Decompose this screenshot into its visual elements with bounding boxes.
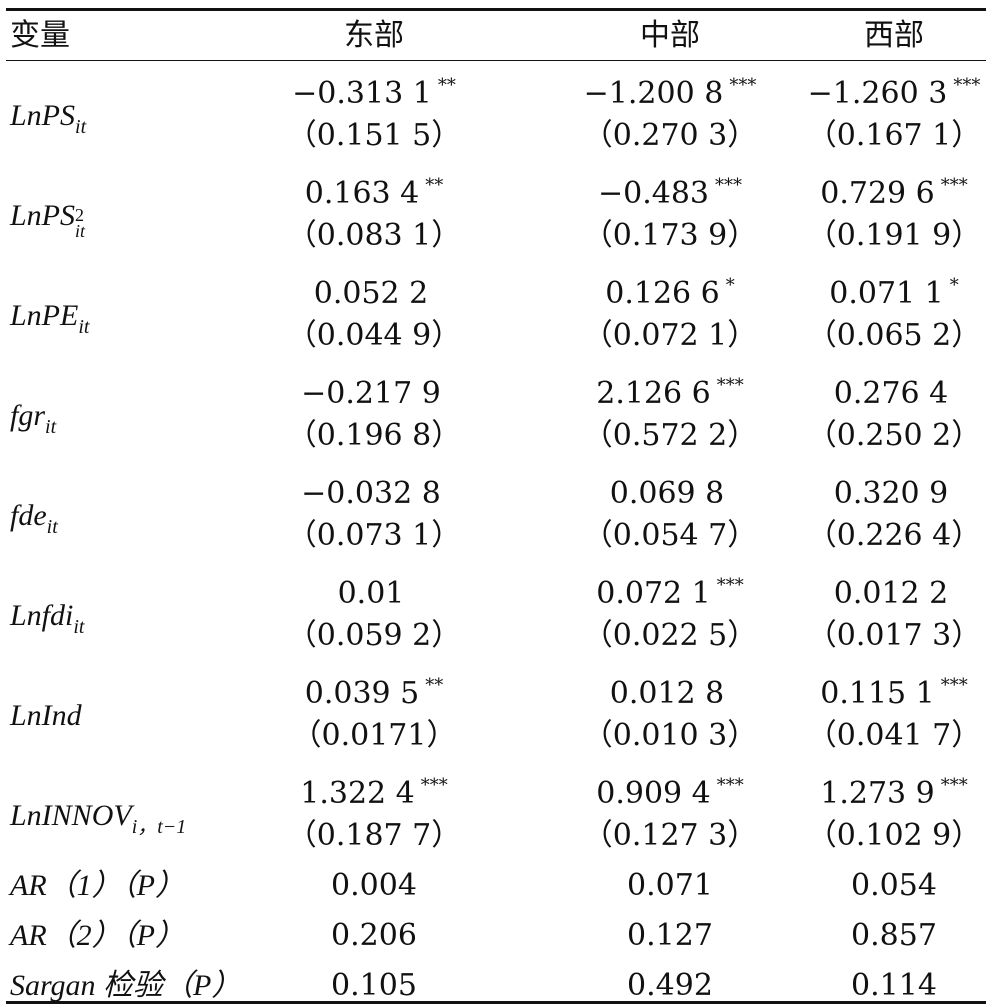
coefficient-cell: −0.217 9 bbox=[301, 376, 441, 411]
test-value-cell: 0.114 bbox=[851, 968, 937, 1003]
coefficient-cell: 0.012 2 bbox=[833, 576, 949, 611]
standard-error-cell: （0.191 9） bbox=[806, 218, 982, 253]
standard-error-cell: （0.044 9） bbox=[286, 318, 462, 353]
test-value-cell: 0.206 bbox=[331, 918, 417, 953]
standard-error-cell: （0.196 8） bbox=[286, 418, 462, 453]
standard-error-cell: （0.041 7） bbox=[806, 718, 982, 753]
standard-error-cell: （0.0171） bbox=[291, 718, 457, 753]
significance-stars: * bbox=[725, 275, 735, 296]
significance-stars: ** bbox=[437, 75, 456, 96]
coefficient-cell: 0.320 9 bbox=[833, 476, 949, 511]
coefficient-cell: 0.729 6 *** bbox=[820, 175, 968, 211]
variable-name: fgrit bbox=[10, 399, 57, 438]
coefficient-cell: −0.313 1 ** bbox=[292, 75, 456, 111]
variable-name: LnPS 2 it bbox=[10, 199, 86, 241]
variable-name: fdeit bbox=[10, 499, 58, 538]
header-west: 西部 bbox=[864, 18, 924, 53]
test-value-cell: 0.127 bbox=[627, 918, 713, 953]
significance-stars: *** bbox=[729, 75, 757, 96]
standard-error-cell: （0.102 9） bbox=[806, 818, 982, 853]
header-rule bbox=[6, 60, 986, 61]
variable-name: LnInd bbox=[10, 699, 82, 732]
coefficient-cell: 0.276 4 bbox=[833, 376, 949, 411]
standard-error-cell: （0.167 1） bbox=[806, 118, 982, 153]
significance-stars: *** bbox=[940, 175, 968, 196]
coefficient-cell: 1.273 9 *** bbox=[820, 775, 968, 811]
header-east: 东部 bbox=[344, 18, 404, 53]
standard-error-cell: （0.059 2） bbox=[286, 618, 462, 653]
test-value-cell: 0.004 bbox=[331, 868, 417, 903]
significance-stars: *** bbox=[716, 575, 744, 596]
standard-error-cell: （0.017 3） bbox=[806, 618, 982, 653]
significance-stars: *** bbox=[420, 775, 448, 796]
test-label: AR（1）（P） bbox=[10, 869, 185, 902]
coefficient-cell: −0.032 8 bbox=[301, 476, 441, 511]
significance-stars: *** bbox=[953, 75, 981, 96]
coefficient-cell: 0.115 1 *** bbox=[820, 675, 968, 711]
test-value-cell: 0.071 bbox=[627, 868, 713, 903]
standard-error-cell: （0.270 3） bbox=[582, 118, 758, 153]
standard-error-cell: （0.226 4） bbox=[806, 518, 982, 553]
coefficient-cell: 0.052 2 bbox=[313, 276, 429, 311]
standard-error-cell: （0.173 9） bbox=[582, 218, 758, 253]
standard-error-cell: （0.187 7） bbox=[286, 818, 462, 853]
significance-stars: *** bbox=[716, 775, 744, 796]
coefficient-cell: −1.200 8 *** bbox=[583, 75, 757, 111]
coefficient-cell: 0.012 8 bbox=[609, 676, 725, 711]
coefficient-cell: 0.069 8 bbox=[609, 476, 725, 511]
test-label: AR（2）（P） bbox=[10, 919, 185, 952]
top-rule bbox=[6, 8, 986, 11]
standard-error-cell: （0.065 2） bbox=[806, 318, 982, 353]
coefficient-cell: 0.01 bbox=[337, 576, 405, 611]
significance-stars: ** bbox=[425, 175, 444, 196]
standard-error-cell: （0.073 1） bbox=[286, 518, 462, 553]
coefficient-cell: 1.322 4 *** bbox=[300, 775, 448, 811]
significance-stars: *** bbox=[940, 675, 968, 696]
test-label: Sargan 检验（P） bbox=[10, 969, 242, 1002]
standard-error-cell: （0.151 5） bbox=[286, 118, 462, 153]
coefficient-cell: −0.483 *** bbox=[597, 175, 743, 211]
header-variable: 变量 bbox=[10, 18, 70, 53]
test-value-cell: 0.492 bbox=[627, 968, 713, 1003]
standard-error-cell: （0.054 7） bbox=[582, 518, 758, 553]
variable-name: LnINNOVi，t−1 bbox=[10, 799, 187, 838]
coefficient-cell: 0.909 4 *** bbox=[596, 775, 744, 811]
coefficient-cell: 0.126 6 * bbox=[605, 275, 735, 311]
coefficient-cell: 0.163 4 ** bbox=[304, 175, 444, 211]
coefficient-cell: 0.039 5 ** bbox=[304, 675, 444, 711]
standard-error-cell: （0.572 2） bbox=[582, 418, 758, 453]
coefficient-cell: 0.071 1 * bbox=[829, 275, 959, 311]
standard-error-cell: （0.250 2） bbox=[806, 418, 982, 453]
variable-name: LnPSit bbox=[10, 99, 87, 138]
significance-stars: *** bbox=[940, 775, 968, 796]
header-central: 中部 bbox=[640, 18, 700, 53]
test-value-cell: 0.054 bbox=[851, 868, 937, 903]
standard-error-cell: （0.010 3） bbox=[582, 718, 758, 753]
test-value-cell: 0.105 bbox=[331, 968, 417, 1003]
standard-error-cell: （0.127 3） bbox=[582, 818, 758, 853]
variable-name: Lnfdiit bbox=[10, 599, 85, 638]
bottom-rule bbox=[6, 1001, 986, 1004]
variable-name: LnPEit bbox=[10, 299, 90, 338]
coefficient-cell: −1.260 3 *** bbox=[807, 75, 981, 111]
significance-stars: *** bbox=[716, 375, 744, 396]
test-value-cell: 0.857 bbox=[851, 918, 937, 953]
coefficient-cell: 0.072 1 *** bbox=[596, 575, 744, 611]
significance-stars: *** bbox=[715, 175, 743, 196]
standard-error-cell: （0.022 5） bbox=[582, 618, 758, 653]
standard-error-cell: （0.072 1） bbox=[582, 318, 758, 353]
standard-error-cell: （0.083 1） bbox=[286, 218, 462, 253]
significance-stars: ** bbox=[425, 675, 444, 696]
significance-stars: * bbox=[949, 275, 959, 296]
coefficient-cell: 2.126 6 *** bbox=[596, 375, 744, 411]
